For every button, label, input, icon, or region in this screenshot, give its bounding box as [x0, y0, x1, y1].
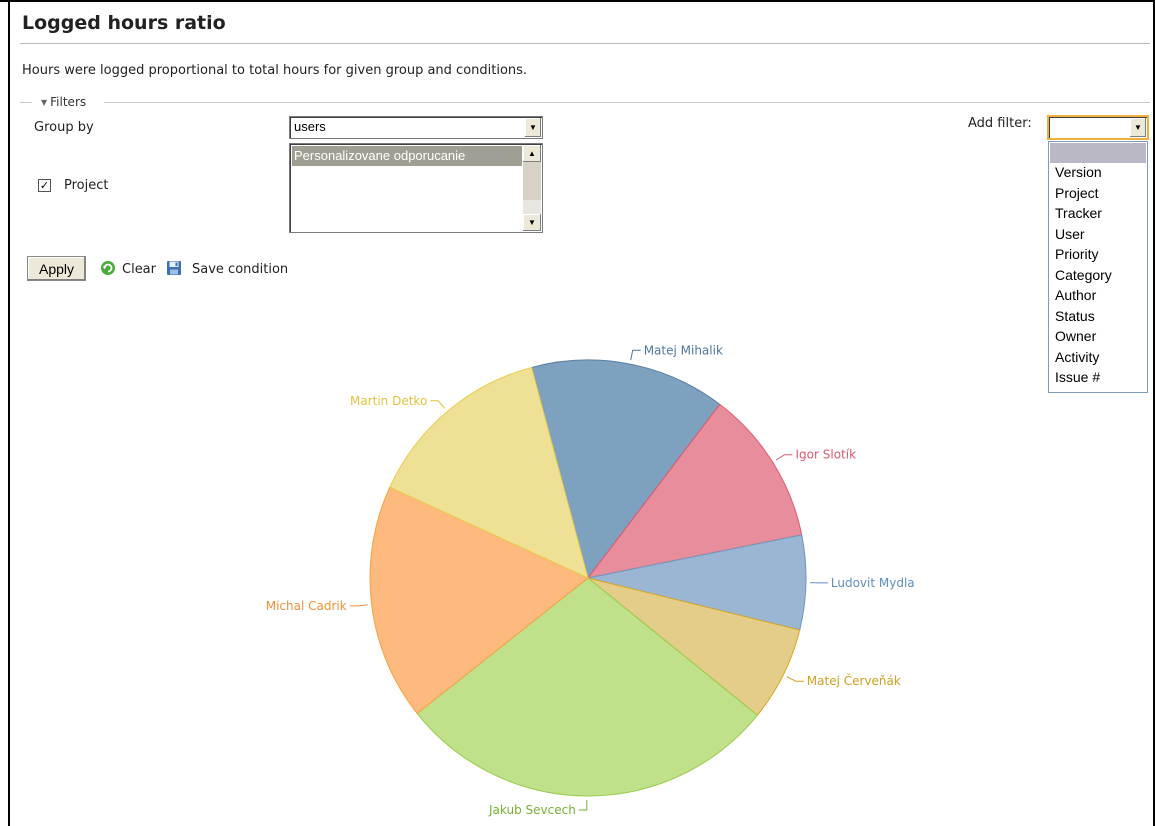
- pie-slice-michal-cadrik: [369, 486, 589, 715]
- pie-label: Jakub Sevcech: [488, 803, 576, 817]
- add-filter-label: Add filter:: [968, 116, 1032, 131]
- dropdown-arrow-icon[interactable]: ▼: [1129, 118, 1146, 137]
- save-disk-icon[interactable]: [166, 260, 182, 276]
- page-description: Hours were logged proportional to total …: [22, 63, 528, 78]
- refresh-icon[interactable]: [100, 260, 116, 276]
- filters-legend-label: Filters: [50, 95, 87, 109]
- group-by-label: Group by: [34, 120, 94, 135]
- pie-label-leader-line: [430, 400, 446, 409]
- add-filter-option-activity[interactable]: Activity: [1055, 349, 1100, 365]
- add-filter-option-version[interactable]: Version: [1055, 164, 1102, 180]
- pie-label: Matej Červeňák: [807, 673, 901, 688]
- add-filter-option-status[interactable]: Status: [1055, 308, 1095, 324]
- scroll-up-arrow-icon[interactable]: ▲: [523, 145, 541, 162]
- apply-button[interactable]: Apply: [27, 256, 86, 281]
- dropdown-arrow-icon[interactable]: ▼: [524, 118, 541, 137]
- filters-fieldset-border-left: [20, 102, 32, 103]
- pie-label: Michal Cadrik: [266, 599, 347, 613]
- project-filter-checkbox[interactable]: ✓: [38, 179, 51, 192]
- title-divider: [20, 43, 1150, 44]
- project-option-selected[interactable]: Personalizovane odporucanie: [292, 146, 522, 166]
- listbox-scrollbar[interactable]: ▲ ▼: [523, 145, 541, 231]
- add-filter-option-owner[interactable]: Owner: [1055, 328, 1097, 344]
- pie-label-leader-line: [349, 604, 368, 607]
- add-filter-option-issue[interactable]: Issue #: [1055, 369, 1101, 385]
- filters-legend[interactable]: ▼ Filters: [38, 95, 90, 109]
- scroll-thumb[interactable]: [523, 162, 541, 200]
- group-by-value: users: [294, 119, 326, 134]
- project-filter-label: Project: [64, 178, 109, 193]
- pie-label: Igor Slotík: [796, 448, 857, 462]
- clear-link[interactable]: Clear: [122, 262, 156, 277]
- pie-slice-martin-detko: [389, 366, 589, 579]
- add-filter-option-author[interactable]: Author: [1055, 287, 1097, 303]
- add-filter-dropdown-list[interactable]: Version Project Tracker User Priority Ca…: [1048, 141, 1148, 393]
- add-filter-option-category[interactable]: Category: [1055, 267, 1112, 283]
- add-filter-option-user[interactable]: User: [1055, 226, 1085, 242]
- add-filter-option-tracker[interactable]: Tracker: [1055, 205, 1102, 221]
- pie-slice-igor-slot-k: [586, 403, 803, 579]
- pie-label: Ludovit Mydla: [831, 576, 915, 590]
- pie-label-leader-line: [786, 676, 804, 682]
- add-filter-option-project[interactable]: Project: [1055, 185, 1099, 201]
- pie-label-leader-line: [578, 800, 588, 811]
- scroll-down-arrow-icon[interactable]: ▼: [523, 214, 541, 231]
- add-filter-option-blank[interactable]: [1050, 143, 1146, 163]
- window-left-border: [8, 0, 10, 826]
- page-title: Logged hours ratio: [22, 12, 226, 34]
- window-top-border: [0, 0, 1155, 2]
- pie-label-leader-line: [630, 349, 641, 361]
- pie-slice-jakub-sevcech: [416, 577, 759, 797]
- add-filter-option-priority[interactable]: Priority: [1055, 246, 1099, 262]
- group-by-select[interactable]: users ▼: [289, 116, 543, 139]
- save-condition-link[interactable]: Save condition: [192, 262, 289, 277]
- pie-label: Matej Mihalik: [644, 343, 723, 357]
- project-values-listbox[interactable]: Personalizovane odporucanie ▲ ▼: [289, 143, 543, 233]
- pie-label-leader-line: [775, 454, 793, 461]
- collapse-triangle-icon[interactable]: ▼: [41, 98, 48, 107]
- window-right-border: [1153, 0, 1155, 826]
- pie-slice-matej-mihalik: [530, 359, 721, 580]
- pie-label: Martin Detko: [350, 394, 427, 408]
- filters-fieldset-border-right: [104, 102, 1150, 103]
